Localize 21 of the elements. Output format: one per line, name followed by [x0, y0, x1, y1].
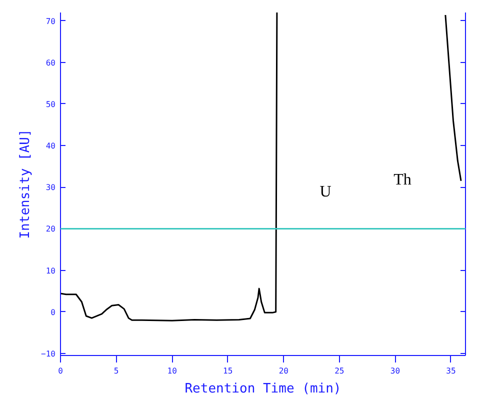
- y-tick-label: 50: [46, 100, 56, 109]
- y-tick-label: −10: [41, 349, 56, 358]
- x-tick-label: 15: [223, 366, 233, 376]
- x-tick-label: 25: [334, 366, 344, 376]
- annotation: Th: [394, 172, 412, 188]
- x-tick-label: 30: [390, 366, 400, 376]
- x-tick-label: 10: [167, 366, 178, 376]
- y-axis-title: Intensity [AU]: [18, 129, 34, 239]
- x-tick-label: 5: [114, 366, 119, 376]
- y-tick-label: 30: [46, 183, 56, 192]
- y-tick-label: 40: [46, 142, 56, 151]
- annotation: U: [320, 184, 332, 200]
- x-tick-label: 35: [446, 366, 456, 376]
- x-tick-label: 20: [278, 366, 289, 376]
- y-tick-label: 70: [46, 16, 56, 26]
- y-tick-label: 0: [50, 308, 56, 317]
- y-tick-label: 20: [46, 224, 56, 234]
- y-tick-label: 60: [46, 58, 56, 68]
- y-tick-label: 10: [46, 266, 56, 276]
- x-axis-title: Retention Time (min): [184, 382, 342, 396]
- x-tick-label: 0: [58, 366, 64, 376]
